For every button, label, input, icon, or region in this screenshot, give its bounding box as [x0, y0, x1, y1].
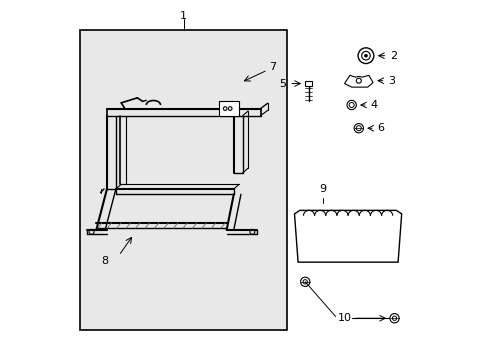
Text: 6: 6: [377, 123, 384, 133]
Text: 4: 4: [369, 100, 377, 110]
Polygon shape: [294, 210, 401, 262]
Circle shape: [364, 54, 366, 57]
Text: 2: 2: [389, 51, 397, 61]
Bar: [219, 102, 239, 116]
Text: 3: 3: [387, 76, 394, 86]
Text: 9: 9: [319, 184, 326, 194]
Bar: [305, 81, 312, 86]
Text: 1: 1: [180, 11, 187, 21]
Text: 8: 8: [102, 256, 108, 266]
Bar: [80, 30, 287, 330]
Polygon shape: [344, 75, 372, 87]
Text: 7: 7: [269, 63, 276, 72]
Text: 5: 5: [279, 78, 286, 89]
Text: 10: 10: [337, 313, 351, 323]
